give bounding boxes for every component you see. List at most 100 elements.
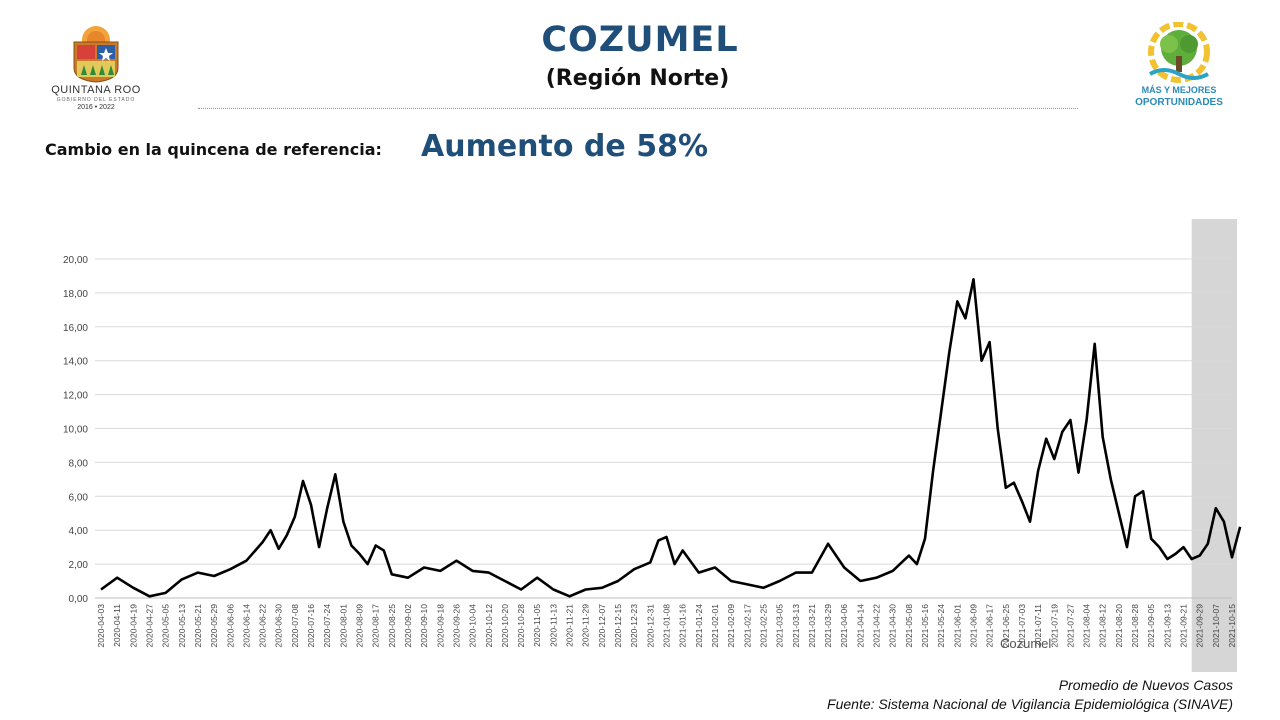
x-tick-label: 2020-09-10 — [419, 604, 429, 648]
x-tick-label: 2020-12-15 — [613, 604, 623, 648]
x-tick-label: 2020-04-27 — [144, 604, 154, 648]
x-tick-label: 2021-01-24 — [694, 604, 704, 648]
x-tick-label: 2021-07-03 — [1017, 604, 1027, 648]
x-tick-label: 2020-09-02 — [403, 604, 413, 648]
x-tick-label: 2020-05-21 — [193, 604, 203, 648]
x-tick-label: 2021-08-04 — [1082, 604, 1092, 648]
x-tick-label: 2021-02-09 — [726, 604, 736, 648]
y-tick-label: 12,00 — [63, 391, 88, 402]
y-tick-label: 4,00 — [69, 526, 89, 537]
x-tick-label: 2020-05-05 — [161, 604, 171, 648]
x-tick-label: 2021-06-25 — [1001, 604, 1011, 648]
y-tick-label: 14,00 — [63, 357, 88, 368]
x-tick-label: 2021-01-08 — [662, 604, 672, 648]
mas-oportunidades-logo: MÁS Y MEJORES OPORTUNIDADES — [1124, 21, 1234, 114]
slogan-line-2: OPORTUNIDADES — [1135, 97, 1223, 108]
change-value: Aumento de 58% — [421, 129, 709, 164]
page-title: COZUMEL — [541, 20, 739, 60]
x-tick-label: 2021-10-15 — [1227, 604, 1237, 648]
x-tick-label: 2021-07-11 — [1033, 604, 1043, 647]
y-tick-label: 8,00 — [69, 458, 89, 469]
x-tick-label: 2020-10-20 — [500, 604, 510, 648]
x-tick-label: 2021-06-01 — [952, 604, 962, 648]
x-tick-label: 2020-11-05 — [532, 604, 542, 647]
x-tick-label: 2020-10-28 — [516, 604, 526, 648]
y-tick-label: 16,00 — [63, 323, 88, 334]
x-tick-label: 2021-02-17 — [742, 604, 752, 648]
x-tick-label: 2020-12-07 — [597, 604, 607, 648]
government-label: GOBIERNO DEL ESTADO — [56, 97, 136, 103]
x-tick-label: 2020-12-23 — [629, 604, 639, 648]
x-tick-label: 2021-04-22 — [872, 604, 882, 648]
x-tick-label: 2021-07-27 — [1065, 604, 1075, 648]
x-tick-label: 2021-08-28 — [1130, 604, 1140, 648]
x-tick-label: 2020-08-09 — [355, 604, 365, 648]
state-name: QUINTANA ROO — [51, 84, 141, 96]
x-tick-label: 2020-06-22 — [258, 604, 268, 648]
term-years: 2016 • 2022 — [77, 104, 115, 111]
x-tick-label: 2020-08-17 — [371, 604, 381, 648]
x-tick-label: 2020-12-31 — [645, 604, 655, 648]
x-tick-label: 2021-05-16 — [920, 604, 930, 648]
x-tick-label: 2020-11-29 — [581, 604, 591, 647]
x-tick-label: 2021-09-05 — [1146, 604, 1156, 648]
cases-line-chart: 0,00 2,00 4,00 6,00 8,00 10,00 12,00 14,00 16,00… — [63, 219, 1242, 672]
slogan-line-1: MÁS Y MEJORES — [1141, 85, 1217, 95]
x-tick-label: 2020-07-08 — [290, 604, 300, 648]
page-subtitle: (Región Norte) — [545, 66, 730, 91]
coat-of-arms-icon — [73, 26, 119, 83]
series-line-cozumel — [100, 277, 1242, 598]
x-tick-label: 2021-07-19 — [1049, 604, 1059, 648]
x-tick-label: 2020-07-24 — [322, 604, 332, 648]
chart-caption: Promedio de Nuevos Casos — [1058, 677, 1233, 693]
y-tick-label: 0,00 — [69, 594, 89, 605]
x-tick-label: 2020-06-30 — [274, 604, 284, 648]
quintana-roo-logo: QUINTANA ROO GOBIERNO DEL ESTADO 2016 • … — [44, 20, 148, 115]
x-tick-label: 2021-03-29 — [823, 604, 833, 648]
x-tick-label: 2020-11-21 — [565, 604, 575, 647]
x-tick-label: 2021-09-13 — [1162, 604, 1172, 648]
y-tick-label: 18,00 — [63, 289, 88, 300]
x-tick-label: 2021-03-05 — [775, 604, 785, 648]
x-tick-label: 2021-03-13 — [791, 604, 801, 648]
x-tick-label: 2021-06-09 — [968, 604, 978, 648]
x-tick-label: 2020-05-29 — [209, 604, 219, 648]
x-tick-label: 2021-01-16 — [678, 604, 688, 648]
x-tick-label: 2020-04-03 — [96, 604, 106, 648]
x-tick-label: 2021-08-20 — [1114, 604, 1124, 648]
series-label: Cozumel — [1000, 636, 1051, 651]
x-tick-label: 2021-06-17 — [985, 604, 995, 648]
x-tick-label: 2020-08-25 — [387, 604, 397, 648]
x-tick-label: 2021-09-21 — [1179, 604, 1189, 648]
y-tick-label: 2,00 — [69, 560, 89, 571]
x-tick-label: 2020-06-14 — [241, 604, 251, 648]
x-tick-label: 2020-11-13 — [548, 604, 558, 647]
x-tick-label: 2021-03-21 — [807, 604, 817, 648]
x-tick-label: 2020-10-12 — [484, 604, 494, 648]
x-tick-label: 2021-04-30 — [888, 604, 898, 648]
x-tick-label: 2021-02-01 — [710, 604, 720, 648]
x-tick-label: 2020-08-01 — [338, 604, 348, 648]
x-tick-label: 2021-05-08 — [904, 604, 914, 648]
x-tick-label: 2020-06-06 — [225, 604, 235, 648]
x-tick-label: 2021-05-24 — [936, 604, 946, 648]
x-tick-label: 2020-04-11 — [112, 604, 122, 647]
x-tick-label: 2021-09-29 — [1195, 604, 1205, 648]
data-source: Fuente: Sistema Nacional de Vigilancia E… — [827, 696, 1233, 712]
x-tick-label: 2021-04-06 — [839, 604, 849, 648]
x-tick-label: 2021-10-07 — [1211, 604, 1221, 648]
x-tick-label: 2021-04-14 — [855, 604, 865, 648]
x-tick-label: 2020-10-04 — [468, 604, 478, 648]
header-divider — [198, 108, 1078, 109]
reference-period-highlight — [1191, 219, 1237, 672]
x-tick-label: 2021-08-12 — [1098, 604, 1108, 648]
tree-icon — [1148, 21, 1210, 83]
x-tick-label: 2020-07-16 — [306, 604, 316, 648]
x-tick-label: 2020-09-26 — [451, 604, 461, 648]
x-tick-label: 2021-02-25 — [758, 604, 768, 648]
x-tick-label: 2020-04-19 — [128, 604, 138, 648]
y-tick-label: 6,00 — [69, 492, 89, 503]
y-tick-label: 20,00 — [63, 255, 88, 266]
x-tick-label: 2020-05-13 — [177, 604, 187, 648]
y-tick-label: 10,00 — [63, 425, 88, 436]
